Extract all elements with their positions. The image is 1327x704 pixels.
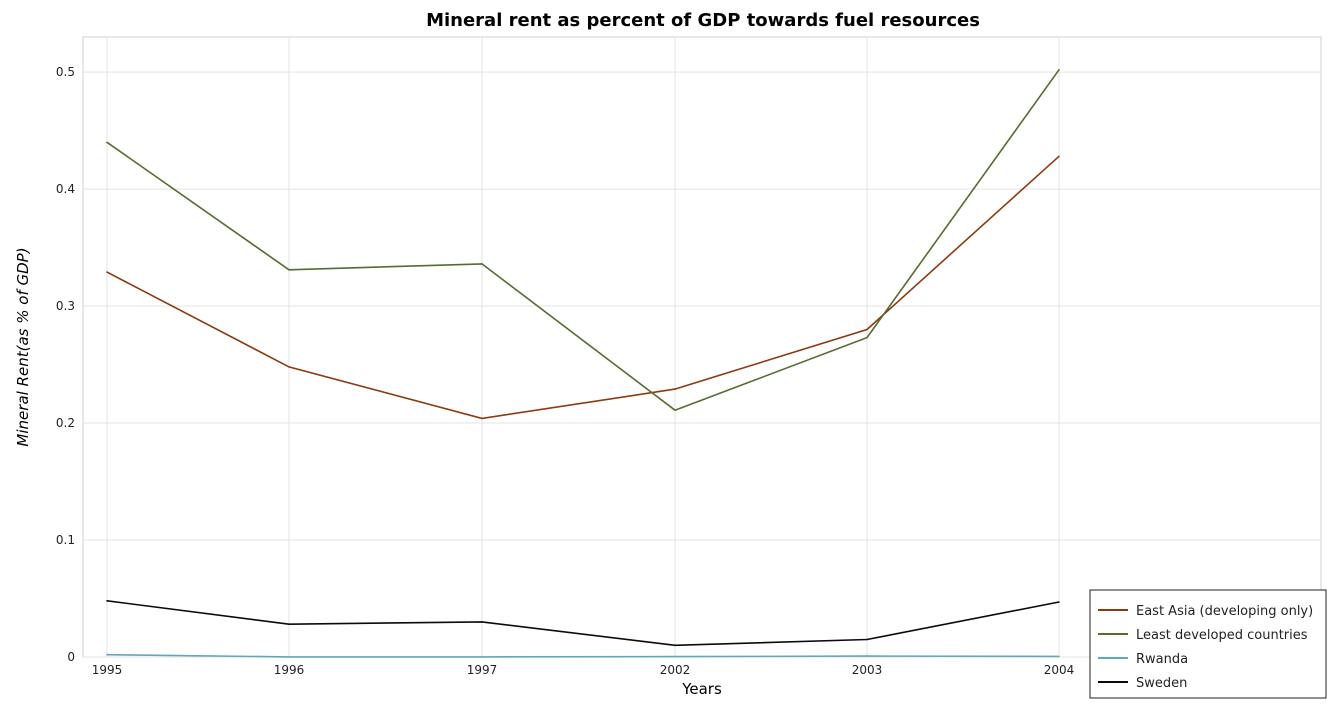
x-tick-label: 1996 (274, 663, 305, 677)
data-point (481, 621, 483, 623)
legend-label: Sweden (1136, 676, 1187, 691)
data-point (1058, 655, 1060, 658)
legend-label: Least developed countries (1136, 628, 1308, 643)
data-point (1058, 155, 1060, 158)
data-point (866, 655, 868, 657)
data-point (106, 271, 108, 273)
x-tick-label: 1997 (467, 663, 498, 677)
legend: East Asia (developing only) Least develop… (1089, 589, 1327, 699)
legend-box (1089, 589, 1327, 699)
series-line-2 (106, 653, 1060, 658)
x-tick-label: 2003 (852, 663, 883, 677)
series-line-0 (106, 155, 1060, 420)
data-point (674, 409, 676, 412)
data-point (288, 656, 290, 658)
data-point (866, 336, 868, 339)
y-tick-label: 0.5 (56, 65, 75, 79)
data-point (481, 656, 483, 658)
y-tick-label: 0 (67, 650, 75, 664)
grid-lines (83, 37, 1321, 658)
x-axis-label: Years (681, 680, 722, 698)
y-axis-label: Mineral Rent(as % of GDP) (14, 247, 32, 446)
legend-label: Rwanda (1136, 652, 1188, 667)
y-tick-label: 0.2 (56, 416, 75, 430)
legend-label: East Asia (developing only) (1136, 604, 1313, 619)
data-point (1058, 69, 1060, 71)
data-point (106, 141, 108, 144)
data-point (674, 388, 676, 390)
y-tick-label: 0.4 (56, 182, 75, 196)
chart-title: Mineral rent as percent of GDP towards f… (426, 10, 980, 31)
data-point (288, 623, 290, 625)
data-point (106, 600, 108, 602)
data-point (674, 655, 676, 658)
x-tick-label: 2002 (660, 663, 691, 677)
data-point (1058, 601, 1060, 603)
series-line-1 (106, 69, 1060, 412)
x-tick-label: 1995 (92, 663, 123, 677)
series-lines (106, 69, 1060, 658)
x-tick-label: 2004 (1044, 663, 1075, 677)
data-point (866, 328, 868, 331)
data-point (288, 366, 290, 368)
series-line-3 (106, 600, 1060, 647)
data-point (481, 263, 483, 265)
data-point (288, 269, 290, 271)
plot-area (82, 36, 1322, 658)
data-point (866, 638, 868, 641)
data-point (481, 417, 483, 420)
data-point (106, 653, 108, 656)
y-tick-label: 0.1 (56, 533, 75, 547)
axis-ticks: 0 0.1 0.2 0.3 0.4 0.5 1995 1996 1997 2002 2003 2004 (56, 65, 1074, 677)
y-tick-label: 0.3 (56, 299, 75, 313)
data-point (674, 644, 676, 647)
